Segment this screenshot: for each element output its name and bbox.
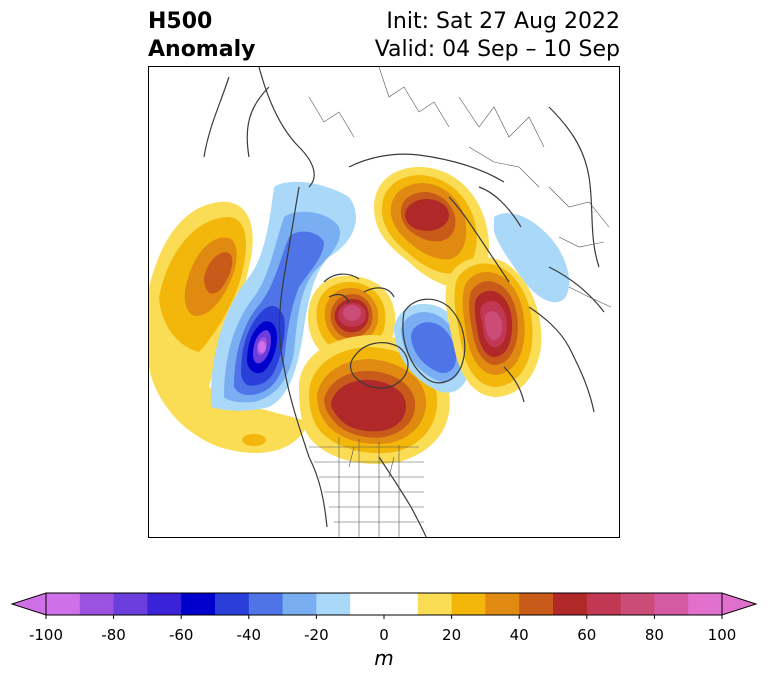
colorbar-swatch: [485, 593, 520, 615]
colorbar: [10, 592, 758, 619]
colorbar-swatch: [46, 593, 81, 615]
colorbar-swatch: [181, 593, 216, 615]
anomaly-gulf-of-alaska-negative: [210, 181, 357, 411]
colorbar-tick-label: 20: [442, 626, 462, 644]
colorbar-swatch: [248, 593, 284, 615]
colorbar-tick-label: 100: [707, 626, 737, 644]
colorbar-swatch: [688, 593, 723, 615]
colorbar-swatch: [451, 593, 486, 615]
colorbar-min-extend: [10, 592, 47, 616]
anomaly-western-russia-negative: [494, 213, 570, 303]
colorbar-swatch: [147, 593, 182, 615]
colorbar-swatch: [79, 593, 115, 615]
colorbar-swatch: [620, 593, 655, 615]
map-canvas: [149, 67, 612, 537]
anomaly-scandinavia-positive: [374, 167, 489, 288]
colorbar-swatch: [215, 593, 250, 615]
colorbar-tick-label: -60: [168, 626, 194, 644]
colorbar-swatch: [519, 593, 554, 615]
colorbar-tick-label: -20: [304, 626, 329, 644]
colorbar-swatch: [384, 593, 419, 615]
political-borders: [308, 67, 612, 537]
colorbar-swatch: [113, 593, 148, 615]
valid-date: Valid: 04 Sep – 10 Sep: [374, 37, 620, 62]
colorbar-tick-label: -100: [28, 626, 64, 644]
colorbar-tick-label: 60: [577, 626, 597, 644]
title-line-2: Anomaly: [148, 37, 256, 62]
init-date: Init: Sat 27 Aug 2022: [386, 9, 620, 34]
colorbar-max-extend: [721, 592, 758, 616]
colorbar-unit: m: [374, 646, 394, 670]
colorbar-swatch: [282, 593, 317, 615]
colorbar-tick-label: -80: [101, 626, 126, 644]
colorbar-swatch: [350, 593, 385, 615]
map-title: H500 Anomaly: [148, 8, 255, 64]
colorbar-swatch: [316, 593, 351, 615]
colorbar-swatch: [654, 593, 689, 615]
colorbar-swatch: [586, 593, 622, 615]
colorbar-tick-label: 80: [644, 626, 664, 644]
colorbar-tick-label: -40: [236, 626, 262, 644]
colorbar-swatch: [417, 593, 453, 615]
date-info: Init: Sat 27 Aug 2022 Valid: 04 Sep – 10…: [375, 8, 620, 64]
colorbar-tick-label: 40: [509, 626, 529, 644]
title-line-1: H500: [148, 9, 213, 34]
anomaly-map: [148, 66, 620, 538]
anomaly-north-atlantic-positive: [445, 257, 542, 397]
colorbar-tick-label: 0: [379, 626, 389, 644]
colorbar-swatch: [553, 593, 588, 615]
